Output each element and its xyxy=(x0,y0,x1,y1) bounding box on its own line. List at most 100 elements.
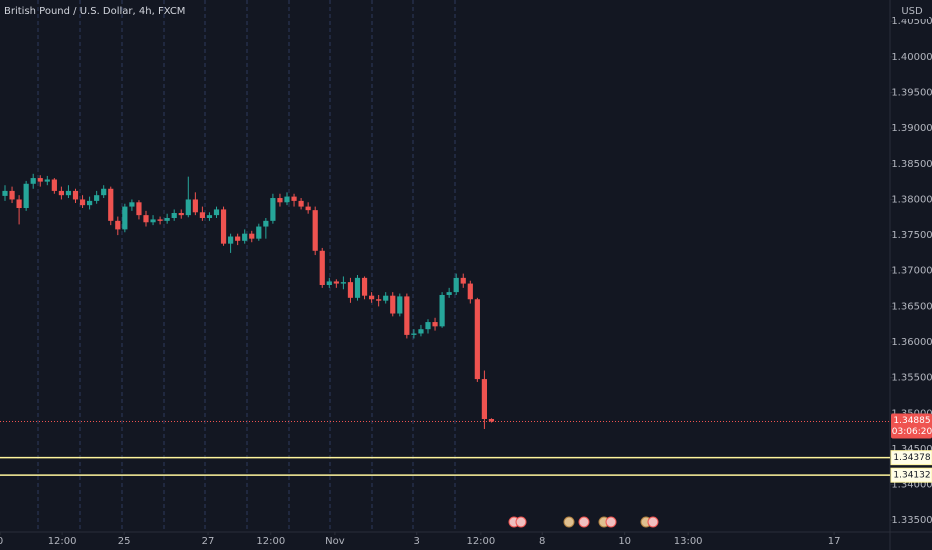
candle-body xyxy=(51,179,57,191)
candle-body xyxy=(206,215,213,218)
currency-bg xyxy=(895,3,929,19)
x-tick-label: 12:00 xyxy=(466,536,495,547)
candle-body xyxy=(242,233,248,241)
candle-body xyxy=(453,277,459,293)
candle-body xyxy=(164,217,170,221)
candle-body xyxy=(439,294,445,327)
candle-body xyxy=(249,233,255,239)
candle-body xyxy=(143,215,149,223)
candle-body xyxy=(2,190,8,196)
candle-body xyxy=(298,200,304,207)
x-tick-label: 12:00 xyxy=(256,536,285,547)
price-line-label-bg xyxy=(890,450,932,466)
candle-body xyxy=(446,292,452,295)
x-tick-label: 3 xyxy=(414,536,420,547)
candle-body xyxy=(326,281,332,285)
candle-body xyxy=(354,277,361,298)
candle-body xyxy=(157,219,163,221)
candle-body xyxy=(87,200,93,206)
candle-body xyxy=(199,212,205,218)
y-tick-label: 1.35500 xyxy=(891,373,932,384)
candle-body xyxy=(79,199,86,206)
candle-body xyxy=(319,250,325,285)
y-tick-label: 1.33500 xyxy=(891,515,932,526)
candle-body xyxy=(220,209,227,244)
candle-body xyxy=(361,277,368,296)
candle-body xyxy=(37,178,43,182)
candle-body xyxy=(9,190,15,200)
candle-body xyxy=(94,195,100,201)
y-tick-label: 1.38500 xyxy=(891,159,932,170)
candle-body xyxy=(65,190,72,196)
y-tick-label: 1.34000 xyxy=(891,480,932,491)
candle-body xyxy=(44,179,50,182)
candle-body xyxy=(291,196,297,201)
candle-body xyxy=(383,295,389,301)
candle-body xyxy=(376,299,382,301)
candle-body xyxy=(284,196,290,203)
candle-body xyxy=(72,190,79,200)
y-tick-label: 1.40000 xyxy=(891,52,932,63)
price-line-label: 1.34378 xyxy=(893,453,930,463)
candle-body xyxy=(340,282,346,284)
candle-body xyxy=(397,296,403,314)
chart-title: British Pound / U.S. Dollar, 4h, FXCM xyxy=(4,6,185,17)
x-tick-label: 13:00 xyxy=(674,536,703,547)
y-tick-label: 1.40500 xyxy=(891,16,932,27)
candle-body xyxy=(235,236,241,241)
y-tick-label: 1.36500 xyxy=(891,301,932,312)
y-tick-label: 1.39500 xyxy=(891,88,932,99)
candle-body xyxy=(305,206,311,211)
candle-body xyxy=(150,219,156,223)
candle-body xyxy=(432,322,438,327)
y-tick-label: 1.36000 xyxy=(891,337,932,348)
candle-body xyxy=(467,283,473,300)
candle-body xyxy=(312,210,318,251)
candle-body xyxy=(270,198,276,221)
candle-body xyxy=(213,209,220,216)
candle-body xyxy=(178,212,184,216)
candle-body xyxy=(460,277,466,284)
candle-body xyxy=(369,295,375,300)
last-price-bg xyxy=(891,413,932,439)
y-tick-label: 1.38000 xyxy=(891,194,932,205)
x-tick-label: 12:00 xyxy=(48,536,77,547)
x-tick-label: 8 xyxy=(539,536,545,547)
candle-body xyxy=(58,190,64,196)
candle-body xyxy=(115,220,121,230)
candle-body xyxy=(23,183,29,209)
candle-body xyxy=(30,178,36,184)
candle-body xyxy=(192,199,198,213)
candle-body xyxy=(129,202,135,207)
candle-body xyxy=(488,419,495,422)
price-line-label: 1.34132 xyxy=(893,471,930,481)
countdown-label: 03:06:20 xyxy=(892,427,932,437)
session-breaks xyxy=(37,0,456,532)
y-tick-label: 1.39000 xyxy=(891,123,932,134)
last-price-label: 1.34885 xyxy=(893,416,930,426)
x-tick-label: Nov xyxy=(325,536,345,547)
currency-label: USD xyxy=(901,6,923,17)
candle-body xyxy=(481,379,487,420)
candle-body xyxy=(347,282,354,298)
candle-body xyxy=(101,188,107,196)
candle-body xyxy=(404,296,410,335)
candle-body xyxy=(185,199,191,216)
candle-body xyxy=(263,220,269,227)
y-tick-label: 1.37000 xyxy=(891,266,932,277)
x-tick-label: 25 xyxy=(118,536,131,547)
y-tick-label: 1.37500 xyxy=(891,230,932,241)
candle-body xyxy=(171,212,177,218)
candle-body xyxy=(411,333,417,335)
candle-body xyxy=(136,202,142,216)
candle-body xyxy=(333,281,339,284)
candle-body xyxy=(122,206,128,230)
candle-body xyxy=(474,299,480,380)
candle-body xyxy=(256,226,262,239)
candle-body xyxy=(228,236,234,244)
y-tick-label: 1.34500 xyxy=(891,444,932,455)
x-tick-label: 17 xyxy=(828,536,841,547)
candle-body xyxy=(16,199,22,209)
